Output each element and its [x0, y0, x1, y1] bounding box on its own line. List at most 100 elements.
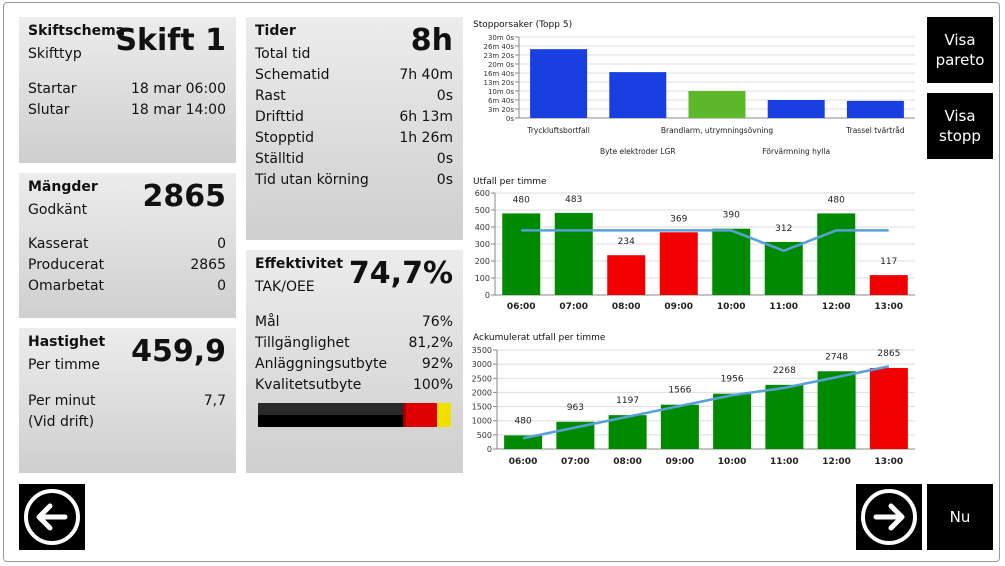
- value-label: 1197: [616, 396, 639, 406]
- stops-button[interactable]: Visa stopp: [927, 93, 993, 159]
- chart-title: Stopporsaker (Topp 5): [473, 20, 572, 30]
- panel-value: 8h: [410, 23, 453, 58]
- back-button[interactable]: [19, 484, 85, 550]
- now-button[interactable]: Nu: [927, 484, 993, 550]
- x-tick-label: 09:00: [664, 302, 693, 312]
- y-tick-label: 2000: [472, 388, 492, 397]
- panel-note: (Vid drift): [28, 414, 95, 430]
- row-label: Startar: [28, 81, 77, 97]
- row-label: Per minut: [28, 393, 96, 409]
- bar: [502, 213, 541, 295]
- y-tick-label: 30m 0s: [488, 34, 514, 42]
- panel-rows: Mål 76% Tillgänglighet 81,2% Anläggningsutby…: [255, 312, 453, 396]
- frame: [3, 2, 1000, 562]
- panel-row: Drifttid 6h 13m: [255, 107, 453, 128]
- bar: [817, 371, 856, 449]
- panel-title: Tider: [255, 23, 296, 39]
- row-label: Ställtid: [255, 151, 304, 167]
- row-value: 1h 26m: [399, 130, 453, 146]
- panel-rows: Startar 18 mar 06:00 Slutar 18 mar 14:00: [28, 79, 226, 121]
- bar: [688, 91, 746, 118]
- bar: [554, 212, 593, 295]
- row-value: 0s: [436, 88, 453, 104]
- row-value: 100%: [412, 377, 453, 393]
- x-tick-label: 12:00: [822, 302, 851, 312]
- panel-title: Skiftschema: [28, 23, 126, 39]
- value-label: 312: [775, 224, 792, 234]
- panel-row: Omarbetat 0: [28, 276, 226, 297]
- y-tick-label: 3m 20s: [488, 106, 514, 114]
- efficiency-panel: Effektivitet 74,7% TAK/OEE Mål 76% Tillgängli…: [246, 250, 463, 473]
- bar: [846, 100, 904, 118]
- value-label: 2865: [877, 349, 900, 359]
- y-tick-label: 0: [485, 291, 490, 300]
- bar: [608, 415, 647, 449]
- shift-panel: Skiftschema Skift 1 Skifttyp Startar 18 mar …: [19, 17, 236, 163]
- panel-row: Slutar 18 mar 14:00: [28, 100, 226, 121]
- y-tick-label: 500: [475, 206, 490, 215]
- panel-value: 74,7%: [348, 256, 453, 291]
- row-value: 6h 13m: [399, 109, 453, 125]
- y-tick-label: 0s: [506, 115, 514, 123]
- progress-red: [403, 403, 437, 427]
- panel-subtitle: Per timme: [28, 357, 101, 373]
- x-tick-label: Tryckluftsbortfall: [526, 126, 589, 135]
- row-label: Drifttid: [255, 109, 304, 125]
- forward-icon: [861, 489, 917, 545]
- x-tick-label: Förvärmning hylla: [762, 147, 830, 156]
- value-label: 483: [565, 195, 582, 205]
- y-tick-label: 3500: [472, 346, 492, 355]
- x-tick-label: 10:00: [718, 457, 747, 467]
- value-label: 2748: [825, 352, 848, 362]
- target-line: [521, 229, 889, 253]
- value-label: 1956: [721, 375, 744, 385]
- panel-title: Effektivitet: [255, 256, 344, 272]
- y-tick-label: 23m 20s: [483, 52, 514, 60]
- y-tick-label: 1500: [472, 403, 492, 412]
- row-label: Tillgänglighet: [255, 335, 350, 351]
- y-tick-label: 13m 20s: [483, 79, 514, 87]
- row-value: 18 mar 06:00: [130, 81, 226, 97]
- bar: [767, 100, 825, 118]
- y-tick-label: 200: [475, 257, 490, 266]
- pareto-button[interactable]: Visa pareto: [927, 17, 993, 83]
- forward-button[interactable]: [856, 484, 922, 550]
- y-tick-label: 3000: [472, 360, 492, 369]
- x-tick-label: Trassel tvärtråd: [845, 126, 905, 135]
- panel-row: Rast 0s: [255, 86, 453, 107]
- y-tick-label: 1000: [472, 417, 492, 426]
- y-tick-label: 500: [477, 431, 492, 440]
- pareto-label: Visa pareto: [935, 31, 985, 69]
- row-label: Schematid: [255, 67, 330, 83]
- stops-label: Visa stopp: [939, 107, 981, 145]
- panel-row: Tid utan körning 0s: [255, 170, 453, 191]
- chart-title: Utfall per timme: [473, 177, 547, 187]
- progress-yellow: [437, 403, 451, 427]
- row-value: 81,2%: [408, 335, 453, 351]
- target-line: [522, 365, 890, 440]
- value-label: 963: [567, 403, 584, 413]
- panel-rows: Schematid 7h 40m Rast 0s Drifttid 6h 13m Stopp…: [255, 65, 453, 191]
- x-tick-label: Brandlarm, utrymningsövning: [661, 126, 773, 135]
- x-tick-label: 13:00: [874, 302, 903, 312]
- panel-row: Kvalitetsutbyte 100%: [255, 375, 453, 396]
- bar: [869, 367, 908, 449]
- bar: [869, 275, 908, 295]
- row-value: 0s: [436, 172, 453, 188]
- row-value: 2865: [190, 257, 226, 273]
- panel-value: 2865: [142, 179, 227, 214]
- panel-value: 459,9: [131, 334, 226, 369]
- value-label: 480: [828, 195, 845, 205]
- panel-subtitle: Godkänt: [28, 202, 88, 218]
- now-label: Nu: [949, 508, 971, 526]
- x-tick-label: 07:00: [559, 302, 588, 312]
- back-icon: [24, 489, 80, 545]
- row-label: Omarbetat: [28, 278, 105, 294]
- bar: [530, 49, 588, 118]
- y-tick-label: 600: [475, 189, 490, 198]
- row-value: 7,7: [203, 393, 226, 409]
- row-value: 0s: [436, 151, 453, 167]
- y-tick-label: 26m 40s: [483, 43, 514, 51]
- panel-title: Mängder: [28, 179, 98, 195]
- quantities-panel: Mängder 2865 Godkänt Kasserat 0 Producerat 286…: [19, 173, 236, 318]
